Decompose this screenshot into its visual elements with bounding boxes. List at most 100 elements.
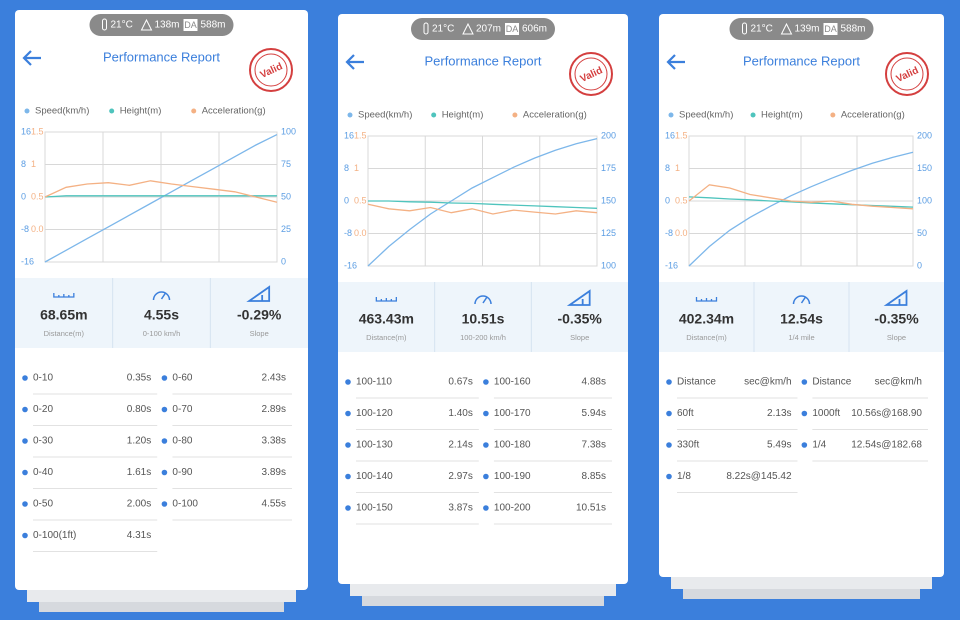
list-dot [801, 442, 808, 448]
da-box [183, 19, 198, 31]
result-label: 0-10 [33, 373, 53, 384]
result-value: 3.38s [262, 436, 286, 447]
result-value: 10.51s [576, 503, 606, 514]
axis-tick-label: 125 [601, 228, 616, 238]
stat-label: Slope [887, 333, 906, 342]
list-dot [666, 442, 672, 448]
result-value: 5.49s [767, 440, 791, 451]
axis-tick-label: 0.5 [675, 195, 688, 205]
axis-tick-label: 1 [675, 163, 680, 173]
list-dot [22, 501, 28, 507]
page-title: Performance Report [743, 53, 860, 68]
axis-tick-label: 8 [344, 163, 349, 173]
stat-label: Slope [570, 333, 589, 342]
stat-label: Distance(m) [686, 333, 727, 342]
gauge-icon [474, 295, 492, 305]
data-line [688, 184, 914, 210]
result-value: 2.14s [448, 440, 472, 451]
list-dot [483, 473, 489, 480]
list-dot [483, 410, 489, 417]
result-label: 1/8 [677, 471, 691, 482]
temperature: 21°C [432, 24, 454, 35]
data-line [367, 137, 598, 267]
data-line [368, 200, 598, 209]
list-dot [161, 438, 168, 444]
ruler-icon [53, 293, 75, 298]
density-altitude: 606m [522, 24, 547, 35]
result-label: Distance [812, 377, 851, 388]
result-label: 0-20 [33, 404, 53, 415]
legend-label: Speed(km/h) [358, 110, 412, 121]
da-box [823, 23, 838, 35]
result-label: 100-110 [356, 377, 392, 388]
result-value: 4.31s [127, 530, 151, 541]
axis-tick-label: 1.5 [31, 126, 44, 136]
list-dot [345, 410, 351, 417]
stat-label: 0-100 km/h [143, 329, 181, 338]
axis-tick-label: 150 [917, 163, 932, 173]
list-dot [161, 469, 168, 476]
ruler-icon [695, 297, 718, 302]
result-value: 2.89s [262, 404, 286, 415]
legend-label: Speed(km/h) [679, 110, 733, 121]
gauge-icon [152, 291, 171, 301]
thermometer-icon [742, 22, 747, 35]
list-dot [345, 473, 351, 480]
mountain-icon [140, 18, 153, 31]
axis-tick-label: 150 [601, 195, 616, 205]
axis-tick-label: 0.5 [31, 191, 44, 201]
back-arrow[interactable] [666, 54, 685, 70]
ruler-icon [375, 297, 397, 302]
list-dot [161, 375, 168, 381]
result-value: 0.67s [448, 377, 472, 388]
list-dot [161, 501, 168, 507]
result-label: 330ft [677, 440, 699, 451]
back-arrow[interactable] [22, 50, 41, 66]
page-title: Performance Report [103, 49, 220, 64]
back-arrow[interactable] [345, 54, 364, 70]
legend-label: Acceleration(g) [523, 110, 587, 121]
result-label: 0-60 [172, 373, 192, 384]
density-altitude: 588m [201, 20, 226, 31]
result-label: 0-80 [172, 436, 192, 447]
result-label: 0-50 [33, 499, 53, 510]
axis-tick-label: 0 [665, 195, 670, 205]
legend-label: Speed(km/h) [35, 106, 89, 117]
stat-label: Distance(m) [366, 333, 407, 342]
axis-tick-label: 0.0 [354, 228, 367, 238]
stat-label: 100-200 km/h [460, 333, 506, 342]
list-dot [666, 410, 672, 417]
result-label: Distance [677, 377, 716, 388]
da-box [505, 23, 519, 35]
axis-tick-label: 16 [665, 130, 675, 140]
altitude: 138m [155, 20, 180, 31]
da-tag: DA [824, 24, 837, 34]
axis-tick-label: -8 [21, 224, 29, 234]
result-label: 100-190 [494, 471, 531, 482]
altitude: 139m [795, 24, 820, 35]
legend-dot [668, 112, 674, 118]
list-dot [483, 379, 489, 385]
list-dot [801, 379, 808, 385]
legend-dot [431, 112, 437, 118]
result-label: 0-30 [33, 436, 53, 447]
temperature: 21°C [751, 24, 773, 35]
axis-tick-label: 50 [281, 191, 291, 201]
stat-value: 4.55s [144, 307, 179, 323]
result-value: 0.80s [127, 404, 151, 415]
da-tag: DA [506, 24, 519, 34]
list-dot [801, 410, 808, 417]
data-line [44, 180, 278, 203]
list-dot [22, 406, 28, 413]
list-dot [345, 442, 351, 448]
legend-dot [109, 108, 115, 114]
thermometer-icon [423, 22, 429, 35]
axis-tick-label: 1 [354, 163, 359, 173]
axis-tick-label: 1 [31, 159, 36, 169]
result-value: 7.38s [582, 440, 606, 451]
stamp [249, 48, 293, 92]
stats-panel [15, 278, 308, 348]
da-tag: DA [184, 20, 197, 30]
